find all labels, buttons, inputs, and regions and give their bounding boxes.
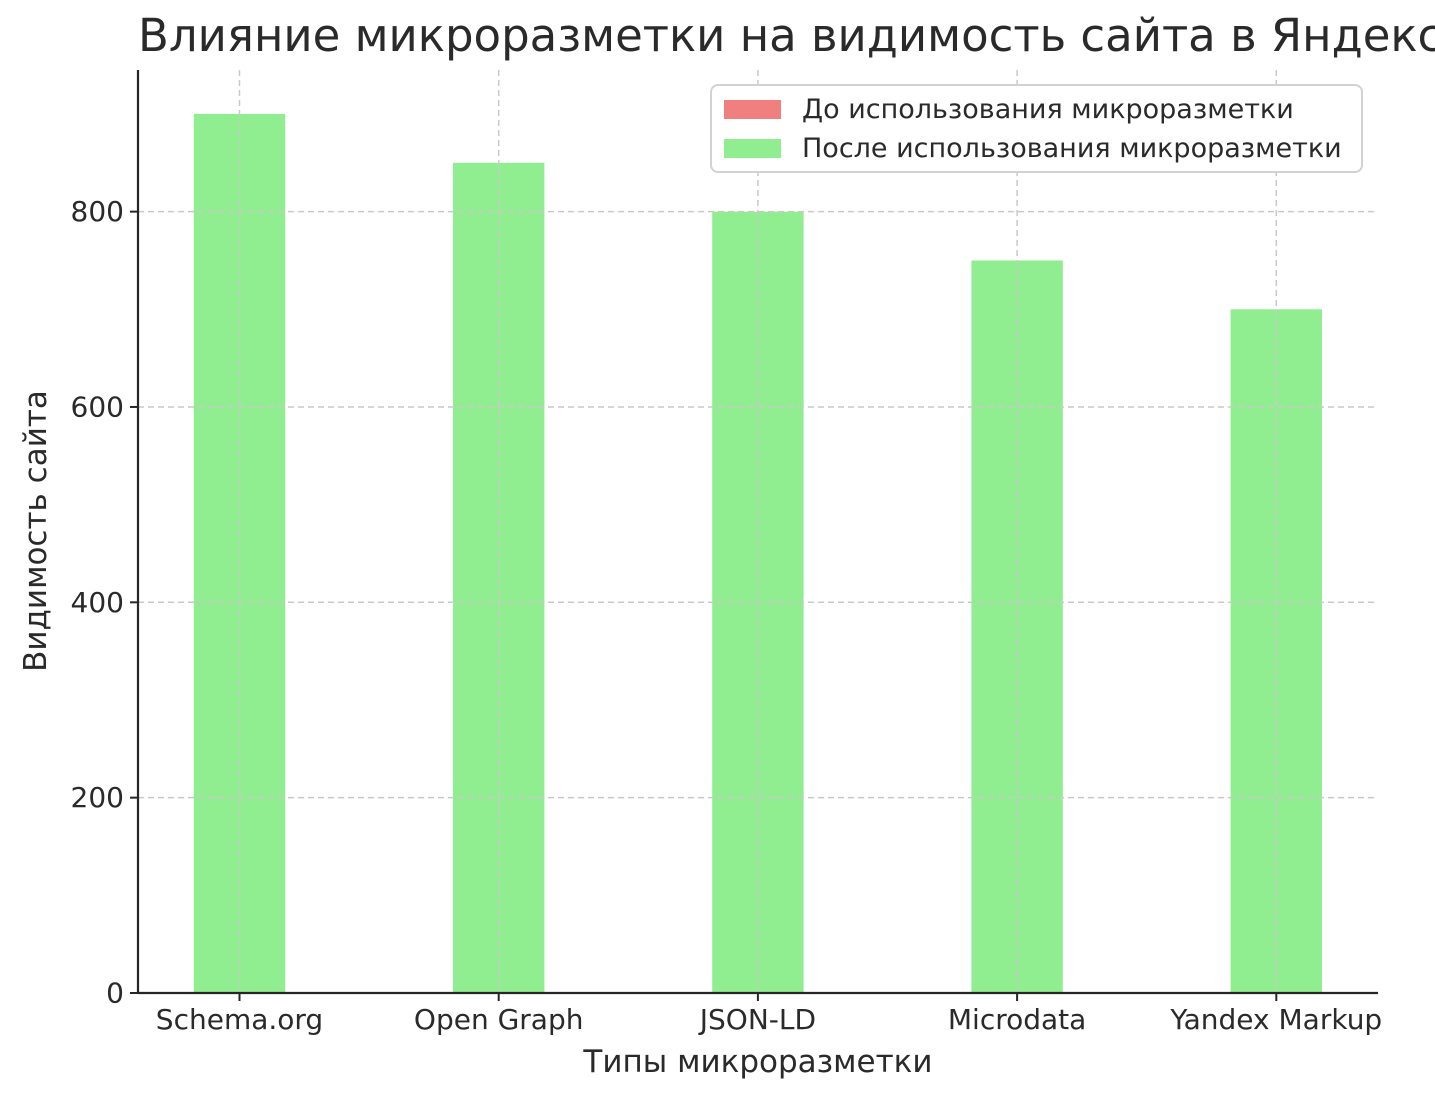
x-tick-label: Microdata xyxy=(948,1003,1086,1036)
chart-title: Влияние микроразметки на видимость сайта… xyxy=(138,9,1435,62)
legend-label-before: До использования микроразметки xyxy=(802,93,1294,125)
y-tick-label: 400 xyxy=(71,586,124,619)
legend-item-before: До использования микроразметки xyxy=(724,90,1361,129)
x-axis-title: Типы микроразметки xyxy=(583,1044,933,1080)
x-tick-label: Yandex Markup xyxy=(1169,1003,1382,1036)
x-tick-label: Schema.org xyxy=(156,1003,323,1036)
bar-Open Graph xyxy=(453,162,545,994)
y-axis-title: Видимость сайта xyxy=(18,390,54,672)
y-tick-label: 200 xyxy=(71,781,124,814)
y-tick-label: 0 xyxy=(106,977,124,1010)
legend-label-after: После использования микроразметки xyxy=(802,132,1342,164)
legend-item-after: После использования микроразметки xyxy=(724,129,1361,168)
y-tick-label: 600 xyxy=(71,390,124,423)
x-tick-label: JSON-LD xyxy=(698,1003,816,1036)
y-tick-label: 800 xyxy=(71,195,124,228)
legend-swatch-after-icon xyxy=(724,138,781,158)
legend: До использования микроразметки После исп… xyxy=(710,84,1363,173)
legend-swatch-before-icon xyxy=(724,99,781,119)
x-tick-label: Open Graph xyxy=(414,1003,584,1036)
